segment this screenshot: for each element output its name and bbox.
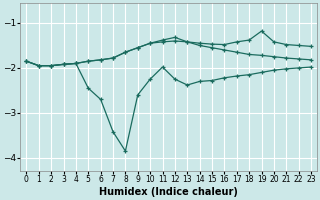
X-axis label: Humidex (Indice chaleur): Humidex (Indice chaleur): [99, 187, 238, 197]
